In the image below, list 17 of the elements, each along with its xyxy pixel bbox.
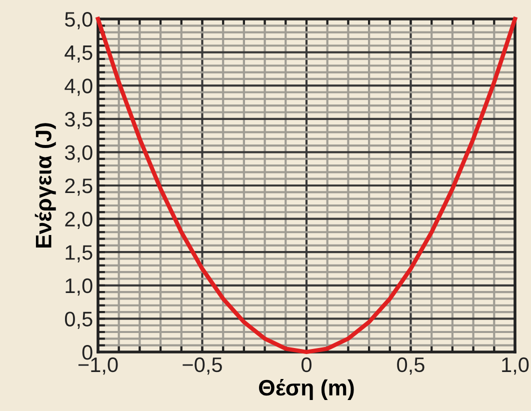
y-tick-label: 3,0 [64, 145, 92, 162]
x-tick-label: 1,0 [502, 357, 529, 375]
x-axis-title: Θέση (m) [259, 379, 354, 400]
y-tick-label: 2,5 [65, 178, 92, 196]
y-tick-label: 4,5 [64, 46, 92, 63]
x-tick-label: 0 [302, 357, 312, 372]
x-tick-label: −0,5 [182, 357, 222, 375]
y-tick-label: 4,0 [64, 78, 92, 96]
x-tick-label: 0,5 [397, 357, 424, 375]
y-tick-label: 3,5 [64, 112, 92, 130]
line-series [96, 16, 518, 354]
y-tick-label: 1,5 [66, 245, 92, 262]
y-axis-title: Ενέργεια (J) [34, 123, 56, 248]
y-tick-label: 5,0 [65, 12, 92, 30]
y-tick-label: 2,0 [65, 212, 92, 230]
y-tick-label: 0,5 [64, 312, 92, 329]
y-tick-label: 1,0 [66, 278, 92, 296]
